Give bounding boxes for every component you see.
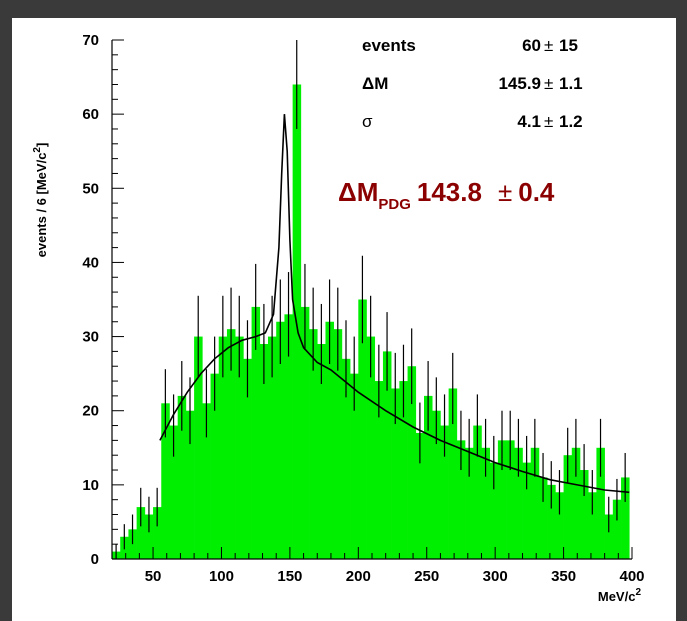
histogram-chart: 0 10 20 30 40 50 60 70 50 100 150 200 250 300 350 400 M… (32, 32, 645, 604)
histogram-bar (169, 425, 178, 559)
y-tick-label: 30 (82, 329, 99, 346)
x-tick-label: 50 (145, 568, 162, 585)
histogram-bar (530, 447, 540, 559)
histogram-bar (456, 440, 466, 559)
histogram-bar (481, 447, 490, 559)
histogram-bar (547, 484, 556, 559)
stat-sigma-value: 4.1 (517, 112, 541, 131)
x-axis-title: MeV/c2 (598, 587, 642, 604)
stat-sigma-label: σ (362, 112, 373, 131)
histogram-bar (309, 329, 318, 559)
histogram-bar (185, 410, 195, 559)
histogram-bar (448, 388, 458, 559)
x-tick-label: 400 (619, 568, 644, 585)
stat-events-label: events (362, 36, 416, 55)
histogram-bar (358, 299, 367, 559)
histogram-bar (571, 447, 581, 559)
histogram-bar (604, 514, 614, 559)
histogram-bar (333, 329, 343, 559)
histogram-bar (235, 336, 244, 559)
fit-stats: events 60 ± 15 ΔM 145.9 ± 1.1 σ 4.1 ± 1.… (362, 36, 583, 131)
histogram-bar (243, 358, 252, 559)
y-tick-label: 40 (82, 254, 99, 271)
histogram-bar (194, 336, 203, 559)
stat-deltam-label: ΔM (362, 74, 388, 93)
y-tick-label: 50 (82, 180, 99, 197)
stat-sigma-pm: ± (544, 112, 553, 131)
histogram-bar (596, 447, 605, 559)
histogram-bar (136, 507, 146, 559)
histogram-bar (202, 403, 211, 559)
histogram-bar (588, 492, 597, 559)
histogram-bar (424, 395, 433, 559)
x-tick-label: 250 (414, 568, 439, 585)
histogram-bar (497, 440, 507, 559)
histogram-bar (506, 440, 515, 559)
histogram-bar (382, 351, 392, 559)
x-tick-label: 100 (209, 568, 234, 585)
histogram-bars (112, 84, 630, 559)
histogram-bar (432, 410, 441, 559)
histogram-bar (514, 447, 523, 559)
histogram-bar (555, 492, 564, 559)
pdg-reference-label: ΔMPDG 143.8 ±0.4 (338, 177, 555, 213)
histogram-bar (538, 477, 548, 559)
axis-ticks (111, 39, 633, 560)
histogram-bar (268, 336, 277, 559)
stat-events-value: 60 (522, 36, 541, 55)
histogram-bar (251, 306, 261, 559)
stat-deltam-value: 145.9 (498, 74, 541, 93)
y-tick-label: 20 (82, 403, 99, 420)
error-bars (115, 40, 626, 559)
histogram-bar (473, 425, 482, 559)
histogram-bar (210, 373, 220, 559)
histogram-bar (350, 373, 359, 559)
histogram-bar (259, 343, 269, 559)
x-tick-label: 200 (346, 568, 371, 585)
histogram-bar (407, 366, 417, 559)
histogram-bar (612, 499, 622, 559)
histogram-bar (284, 314, 293, 559)
stat-deltam-error: 1.1 (559, 74, 583, 93)
histogram-bar (177, 395, 187, 559)
histogram-bar (341, 358, 351, 559)
histogram-bar (161, 403, 170, 559)
histogram-bar (580, 470, 589, 559)
x-tick-label: 300 (483, 568, 508, 585)
histogram-bar (153, 507, 162, 559)
y-tick-label: 10 (82, 477, 99, 494)
histogram-bar (621, 477, 630, 559)
histogram-bar (440, 425, 449, 559)
histogram-bar (218, 336, 228, 559)
stat-events-pm: ± (544, 36, 553, 55)
plot-panel: 0 10 20 30 40 50 60 70 50 100 150 200 250 300 350 400 M… (12, 18, 676, 621)
y-tick-label: 60 (82, 106, 99, 123)
stat-events-error: 15 (559, 36, 578, 55)
histogram-bar (465, 447, 474, 559)
histogram-bar (415, 432, 425, 559)
x-tick-label: 350 (551, 568, 576, 585)
histogram-bar (300, 306, 310, 559)
x-tick-label: 150 (277, 568, 302, 585)
histogram-bar (366, 336, 376, 559)
histogram-bar (325, 321, 334, 559)
histogram-bar (522, 462, 532, 559)
histogram-bar (489, 462, 499, 559)
histogram-bar (563, 455, 573, 559)
histogram-bar (399, 381, 408, 559)
histogram-bar (226, 329, 236, 559)
stat-sigma-error: 1.2 (559, 112, 583, 131)
histogram-bar (276, 321, 285, 559)
y-tick-label: 70 (82, 32, 99, 49)
y-tick-label: 0 (91, 551, 99, 568)
fit-curve (159, 114, 630, 494)
tick-labels: 0 10 20 30 40 50 60 70 50 100 150 200 250 300 350 400 (82, 32, 644, 585)
histogram-bar (144, 514, 154, 559)
histogram-bar (317, 343, 326, 559)
histogram-bar (374, 381, 384, 559)
y-axis-title: events / 6 [MeV/c2] (32, 143, 49, 258)
stat-deltam-pm: ± (544, 74, 553, 93)
histogram-bar (391, 388, 400, 559)
